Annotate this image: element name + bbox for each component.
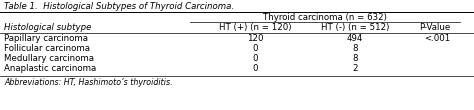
Text: Follicular carcinoma: Follicular carcinoma [4,44,90,53]
Text: Histological subtype: Histological subtype [4,23,91,32]
Text: Abbreviations: HT, Hashimoto’s thyroiditis.: Abbreviations: HT, Hashimoto’s thyroidit… [4,78,173,87]
Text: 2: 2 [352,64,358,73]
Text: P-Value: P-Value [419,23,450,32]
Text: 8: 8 [352,44,358,53]
Text: HT (-) (n = 512): HT (-) (n = 512) [321,23,389,32]
Text: Thyroid carcinoma (n = 632): Thyroid carcinoma (n = 632) [263,13,387,22]
Text: 0: 0 [252,54,258,63]
Text: Medullary carcinoma: Medullary carcinoma [4,54,94,63]
Text: 494: 494 [347,34,363,43]
Text: 120: 120 [247,34,263,43]
Text: Anaplastic carcinoma: Anaplastic carcinoma [4,64,96,73]
Text: Table 1.  Histological Subtypes of Thyroid Carcinoma.: Table 1. Histological Subtypes of Thyroi… [4,2,234,11]
Text: 8: 8 [352,54,358,63]
Text: 0: 0 [252,44,258,53]
Text: <.001: <.001 [424,34,450,43]
Text: HT (+) (n = 120): HT (+) (n = 120) [219,23,291,32]
Text: 0: 0 [252,64,258,73]
Text: Papillary carcinoma: Papillary carcinoma [4,34,88,43]
